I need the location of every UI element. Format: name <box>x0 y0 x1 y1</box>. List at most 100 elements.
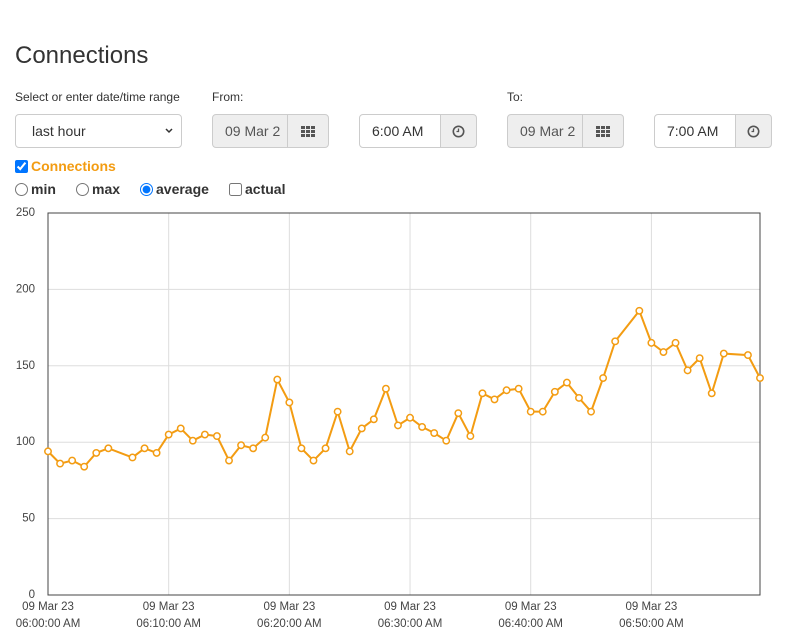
point <box>575 393 583 402</box>
to-label: To: <box>507 90 524 104</box>
point <box>345 447 354 456</box>
radio[interactable] <box>76 182 89 196</box>
page-title: Connections <box>15 42 149 69</box>
average-option[interactable]: average <box>140 181 209 197</box>
point <box>321 444 330 453</box>
point <box>212 432 221 441</box>
point <box>140 444 149 453</box>
clock-icon <box>747 125 760 137</box>
point <box>442 436 451 445</box>
point <box>333 407 342 416</box>
point <box>490 395 499 404</box>
from-label: From: <box>212 90 244 104</box>
y-tick-label: 50 <box>22 513 35 525</box>
option-label: min <box>31 181 56 197</box>
point <box>526 407 535 416</box>
y-tick-label: 150 <box>16 360 35 372</box>
point <box>273 375 282 384</box>
point <box>44 447 52 456</box>
range-select[interactable]: last hour <box>15 114 182 148</box>
radio[interactable] <box>15 182 28 196</box>
from-time-button[interactable] <box>440 114 477 148</box>
y-tick-label: 100 <box>16 436 35 448</box>
point <box>683 366 692 375</box>
point <box>707 389 716 398</box>
plot-frame <box>47 212 761 596</box>
x-tick-label: 09 Mar 23 06:20:00 AM <box>257 601 322 630</box>
y-tick-label: 200 <box>16 283 35 295</box>
point <box>152 448 161 457</box>
point <box>249 444 258 453</box>
point <box>176 424 185 433</box>
point <box>128 453 137 462</box>
point <box>635 306 644 315</box>
x-tick-label: 09 Mar 23 06:30:00 AM <box>377 601 443 630</box>
point <box>454 409 463 418</box>
point <box>357 424 366 433</box>
point <box>550 387 559 396</box>
point <box>719 349 728 358</box>
series-toggle[interactable]: Connections <box>15 158 116 174</box>
point <box>381 384 390 393</box>
radio[interactable] <box>140 182 153 196</box>
point <box>466 432 475 441</box>
point <box>671 338 680 347</box>
to-time-button[interactable] <box>735 114 772 148</box>
y-tick-label: 250 <box>16 207 35 219</box>
x-tick-label: 09 Mar 23 06:40:00 AM <box>498 601 563 630</box>
range-value: last hour <box>32 123 86 139</box>
point <box>514 384 523 393</box>
point <box>502 386 511 395</box>
to-date[interactable]: 09 Mar 2 <box>507 114 583 148</box>
point <box>647 338 656 347</box>
point <box>394 421 402 430</box>
point <box>418 422 427 431</box>
point <box>56 459 65 468</box>
option-label: actual <box>245 181 286 197</box>
max-option[interactable]: max <box>76 181 120 197</box>
actual-option[interactable]: actual <box>229 181 285 197</box>
point <box>562 378 571 387</box>
option-label: max <box>92 181 121 197</box>
min-option[interactable]: min <box>15 181 56 197</box>
from-time[interactable]: 6:00 AM <box>359 114 441 148</box>
point <box>587 407 596 416</box>
point <box>225 456 233 465</box>
from-date-button[interactable] <box>287 114 329 148</box>
point <box>659 348 668 356</box>
from-date[interactable]: 09 Mar 2 <box>212 114 288 148</box>
point <box>538 407 547 416</box>
point <box>285 398 294 407</box>
point <box>599 374 608 382</box>
point <box>80 462 89 471</box>
to-date-button[interactable] <box>582 114 624 148</box>
x-tick-label: 09 Mar 23 06:00:00 AM <box>15 601 81 630</box>
x-tick-label: 09 Mar 23 06:10:00 AM <box>136 601 201 630</box>
y-tick-label: 0 <box>29 589 35 598</box>
point <box>430 429 439 437</box>
point <box>309 456 318 465</box>
x-tick-label: 09 Mar 23 06:50:00 AM <box>619 601 684 630</box>
legend-label: Connections <box>31 158 116 174</box>
point <box>188 436 197 445</box>
point <box>478 389 487 398</box>
point <box>68 456 77 465</box>
point <box>611 337 620 346</box>
series-line <box>47 308 761 468</box>
point <box>695 354 704 363</box>
point <box>743 351 752 360</box>
point <box>756 374 764 382</box>
series-checkbox[interactable] <box>15 159 28 173</box>
grid-icon <box>596 125 610 137</box>
point <box>164 430 173 439</box>
point <box>104 444 113 453</box>
point <box>369 415 378 424</box>
to-time[interactable]: 7:00 AM <box>654 114 736 148</box>
point <box>92 448 101 457</box>
checkbox[interactable] <box>229 182 242 196</box>
point <box>297 444 306 453</box>
option-label: average <box>156 181 209 197</box>
caret <box>165 128 173 134</box>
point <box>200 430 209 439</box>
